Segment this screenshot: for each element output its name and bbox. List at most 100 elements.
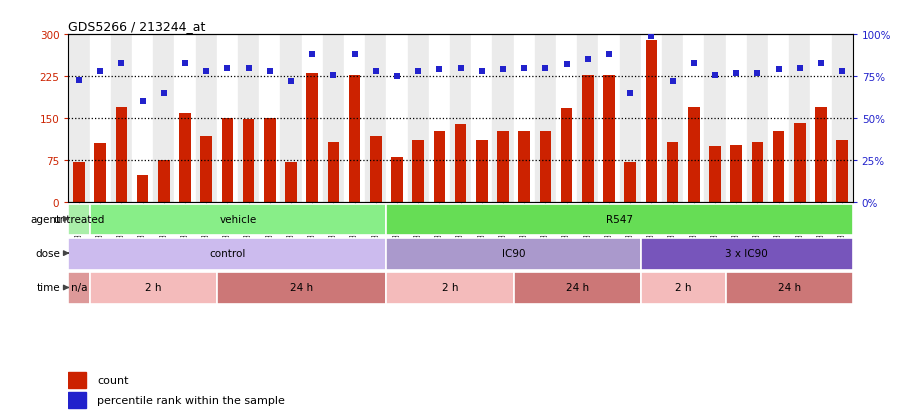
Bar: [661, 35, 682, 203]
Bar: [835, 140, 847, 203]
Bar: [831, 35, 852, 203]
Bar: [687, 108, 699, 203]
Bar: [517, 131, 529, 203]
FancyBboxPatch shape: [725, 273, 852, 304]
Bar: [492, 35, 513, 203]
Bar: [407, 35, 428, 203]
Bar: [242, 120, 254, 203]
Text: 24 h: 24 h: [777, 283, 800, 293]
Bar: [767, 35, 788, 203]
Text: untreated: untreated: [53, 214, 105, 224]
Bar: [560, 109, 572, 203]
Bar: [217, 35, 238, 203]
FancyBboxPatch shape: [640, 238, 852, 270]
Bar: [343, 35, 364, 203]
Bar: [428, 35, 449, 203]
Bar: [89, 35, 110, 203]
FancyBboxPatch shape: [89, 204, 386, 236]
FancyBboxPatch shape: [217, 273, 386, 304]
Bar: [433, 131, 445, 203]
Point: [686, 60, 701, 67]
Point: [199, 69, 213, 75]
Text: 2 h: 2 h: [145, 283, 161, 293]
Point: [537, 65, 552, 72]
Bar: [158, 161, 169, 203]
Bar: [174, 35, 195, 203]
Bar: [116, 108, 128, 203]
Bar: [412, 140, 424, 203]
Text: 3 x IC90: 3 x IC90: [724, 249, 767, 259]
Point: [707, 72, 722, 78]
Point: [283, 79, 298, 85]
Point: [220, 65, 234, 72]
Point: [114, 60, 128, 67]
Bar: [306, 74, 318, 203]
Text: time: time: [36, 283, 60, 293]
Point: [453, 65, 467, 72]
Bar: [496, 131, 508, 203]
Bar: [682, 35, 703, 203]
FancyBboxPatch shape: [386, 204, 852, 236]
Point: [72, 77, 87, 84]
Bar: [302, 35, 322, 203]
Bar: [153, 35, 174, 203]
Bar: [73, 163, 85, 203]
Bar: [391, 158, 403, 203]
Bar: [746, 35, 767, 203]
Bar: [640, 35, 661, 203]
Bar: [238, 35, 259, 203]
Point: [813, 60, 827, 67]
Point: [517, 65, 531, 72]
Bar: [788, 35, 810, 203]
Point: [474, 69, 488, 75]
Bar: [598, 35, 619, 203]
Point: [432, 67, 446, 74]
Text: R547: R547: [606, 214, 632, 224]
Bar: [814, 108, 826, 203]
Text: 2 h: 2 h: [674, 283, 691, 293]
Bar: [68, 392, 86, 408]
Bar: [539, 131, 550, 203]
Bar: [513, 35, 534, 203]
Point: [241, 65, 256, 72]
Bar: [666, 142, 678, 203]
Point: [368, 69, 383, 75]
Point: [389, 74, 404, 80]
Point: [347, 52, 362, 59]
Bar: [348, 75, 360, 203]
Bar: [327, 142, 339, 203]
Text: GDS5266 / 213244_at: GDS5266 / 213244_at: [68, 19, 206, 33]
Point: [326, 72, 341, 78]
Point: [157, 90, 171, 97]
Bar: [602, 75, 614, 203]
FancyBboxPatch shape: [89, 273, 217, 304]
Point: [664, 79, 679, 85]
Point: [792, 65, 806, 72]
Point: [622, 90, 637, 97]
Bar: [110, 35, 132, 203]
Text: n/a: n/a: [71, 283, 87, 293]
Point: [135, 99, 149, 105]
Point: [495, 67, 509, 74]
Point: [728, 70, 742, 77]
Bar: [455, 125, 466, 203]
Text: percentile rank within the sample: percentile rank within the sample: [97, 395, 285, 405]
Point: [643, 33, 658, 40]
Bar: [725, 35, 746, 203]
Point: [558, 62, 573, 69]
Bar: [772, 131, 783, 203]
Point: [834, 69, 848, 75]
Bar: [68, 35, 89, 203]
Point: [93, 69, 107, 75]
Bar: [137, 176, 148, 203]
Bar: [751, 142, 763, 203]
Text: 24 h: 24 h: [565, 283, 589, 293]
Point: [178, 60, 192, 67]
Text: dose: dose: [36, 249, 60, 259]
Bar: [221, 119, 233, 203]
Bar: [179, 113, 190, 203]
Text: agent: agent: [30, 214, 60, 224]
Bar: [280, 35, 302, 203]
Bar: [132, 35, 153, 203]
Bar: [556, 35, 577, 203]
